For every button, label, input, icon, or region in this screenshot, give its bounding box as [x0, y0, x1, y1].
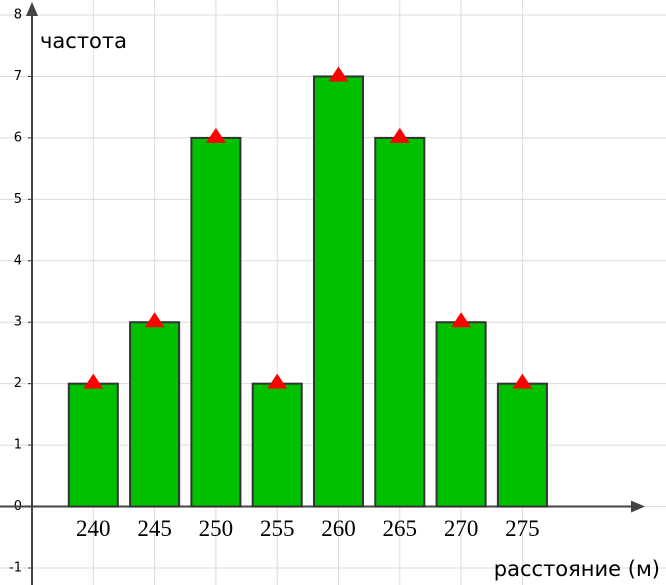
y-tick-label: 4 — [14, 253, 22, 268]
x-tick-label: 240 — [76, 516, 111, 541]
point-marker — [205, 127, 226, 143]
x-tick-label: 250 — [199, 516, 234, 541]
bar — [496, 382, 548, 508]
y-axis-label: частота — [40, 29, 127, 53]
y-tick-label: 1 — [14, 438, 22, 453]
bar — [251, 382, 303, 508]
point-marker — [389, 127, 410, 143]
y-tick-label: 3 — [14, 315, 22, 330]
bar — [190, 136, 242, 508]
point-marker — [83, 373, 104, 389]
y-tick-label: 2 — [14, 376, 22, 391]
x-axis-label: расстояние (м) — [494, 557, 660, 581]
point-marker — [512, 373, 533, 389]
y-tick-label: 8 — [14, 8, 22, 23]
bar — [312, 75, 365, 508]
point-marker — [328, 66, 349, 82]
bar — [435, 321, 487, 508]
point-marker — [144, 312, 165, 328]
x-tick-label: 255 — [260, 516, 295, 541]
bar — [374, 136, 426, 508]
x-tick-label: 265 — [383, 516, 418, 541]
x-tick-label: 275 — [505, 516, 540, 541]
y-tick-label: 7 — [14, 69, 22, 84]
y-tick-label: -1 — [9, 561, 22, 576]
x-tick-label: 270 — [444, 516, 479, 541]
point-marker — [267, 373, 288, 389]
x-tick-label: 245 — [137, 516, 172, 541]
point-marker — [451, 312, 472, 328]
bar — [67, 382, 119, 508]
y-tick-label: 5 — [14, 192, 22, 207]
bar — [129, 321, 181, 508]
y-tick-label: 6 — [14, 130, 22, 145]
y-axis-arrow — [26, 2, 38, 16]
x-axis-arrow — [631, 500, 645, 513]
x-tick-label: 260 — [321, 516, 356, 541]
